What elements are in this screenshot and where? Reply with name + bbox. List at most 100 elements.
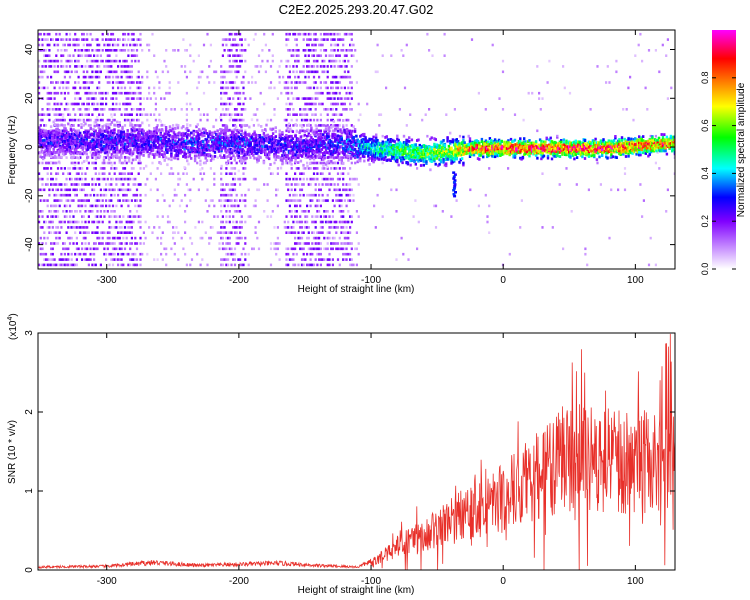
heatmap-noise-cell xyxy=(134,204,137,208)
heatmap-noise-cell xyxy=(239,91,242,95)
heatmap-noise-cell xyxy=(113,59,116,63)
heatmap-noise-cell xyxy=(290,81,293,84)
heatmap-noise-cell xyxy=(221,183,224,186)
heatmap-noise-cell xyxy=(46,177,49,181)
heatmap-ridge-cell xyxy=(229,135,232,139)
heatmap-noise-cell xyxy=(63,183,66,186)
heatmap-ridge-cell xyxy=(145,164,148,168)
heatmap-ridge-cell xyxy=(108,150,111,154)
heatmap-noise-cell xyxy=(232,38,235,41)
heatmap-noise-cell xyxy=(46,108,49,111)
heatmap-noise-cell xyxy=(309,97,312,100)
heatmap-noise-cell xyxy=(606,65,609,68)
heatmap-noise-cell xyxy=(55,59,58,63)
heatmap-ridge-cell xyxy=(110,144,114,148)
heatmap-ridge-cell xyxy=(216,129,219,133)
heatmap-noise-cell xyxy=(44,59,48,63)
heatmap-noise-cell xyxy=(209,199,212,202)
heatmap-ridge-cell xyxy=(64,142,67,146)
heatmap-noise-cell xyxy=(91,81,94,84)
heatmap-noise-cell xyxy=(306,43,309,47)
heatmap-noise-cell xyxy=(314,242,317,245)
heatmap-noise-cell xyxy=(319,91,322,95)
heatmap-ridge-cell xyxy=(186,135,189,138)
heatmap-ridge-cell xyxy=(76,152,79,156)
heatmap-noise-cell xyxy=(326,124,329,127)
heatmap-noise-cell xyxy=(318,102,321,106)
heatmap-ridge-cell xyxy=(51,136,54,140)
heatmap-noise-cell xyxy=(129,210,132,213)
heatmap-noise-cell xyxy=(139,226,142,229)
heatmap-noise-cell xyxy=(285,252,288,256)
heatmap-noise-cell xyxy=(306,161,309,165)
heatmap-ridge-cell xyxy=(241,148,244,151)
heatmap-noise-cell xyxy=(81,258,84,261)
heatmap-ridge-cell xyxy=(39,155,42,159)
heatmap-noise-cell xyxy=(44,252,48,256)
heatmap-noise-cell xyxy=(74,43,77,47)
heatmap-noise-cell xyxy=(445,113,448,116)
heatmap-noise-cell xyxy=(302,65,305,68)
heatmap-noise-cell xyxy=(343,59,346,63)
heatmap-noise-cell xyxy=(103,231,106,234)
heatmap-noise-cell xyxy=(142,108,145,111)
heatmap-ridge-cell xyxy=(47,141,50,145)
heatmap-ridge-cell xyxy=(116,156,119,159)
heatmap-ridge-cell xyxy=(191,142,194,146)
heatmap-noise-cell xyxy=(225,91,228,95)
heatmap-ridge-cell xyxy=(116,133,119,137)
heatmap-ridge-cell xyxy=(180,137,184,140)
heatmap-noise-cell xyxy=(113,172,116,175)
heatmap-ridge-cell xyxy=(134,133,137,137)
heatmap-noise-cell xyxy=(220,183,223,186)
heatmap-noise-cell xyxy=(340,172,343,175)
heatmap-ridge-cell xyxy=(100,138,103,142)
heatmap-noise-cell xyxy=(225,263,228,267)
heatmap-noise-cell xyxy=(261,59,264,63)
heatmap-ridge-cell xyxy=(49,125,53,129)
heatmap-noise-cell xyxy=(103,172,106,175)
heatmap-noise-cell xyxy=(46,113,49,116)
heatmap-noise-cell xyxy=(91,49,94,52)
heatmap-noise-cell xyxy=(139,113,142,116)
heatmap-ridge-cell xyxy=(117,131,120,134)
heatmap-noise-cell xyxy=(98,242,101,245)
heatmap-ridge-cell xyxy=(146,130,149,134)
heatmap-ridge-cell xyxy=(223,132,226,136)
heatmap-ridge-cell xyxy=(207,144,210,147)
heatmap-ridge-cell xyxy=(125,138,128,142)
heatmap-noise-cell xyxy=(201,220,204,224)
heatmap-noise-cell xyxy=(130,32,133,36)
heatmap-noise-cell xyxy=(130,172,133,175)
heatmap-noise-cell xyxy=(306,118,309,122)
heatmap-noise-cell xyxy=(65,102,68,106)
heatmap-ridge-cell xyxy=(225,144,229,148)
heatmap-ridge-cell xyxy=(141,128,144,132)
heatmap-noise-cell xyxy=(55,54,58,57)
heatmap-ridge-cell xyxy=(240,158,243,162)
heatmap-noise-cell xyxy=(302,70,305,74)
heatmap-noise-cell xyxy=(117,236,120,240)
heatmap-noise-cell xyxy=(336,183,340,186)
heatmap-noise-cell xyxy=(280,91,283,95)
heatmap-ridge-cell xyxy=(159,162,162,166)
heatmap-noise-cell xyxy=(331,49,334,52)
heatmap-noise-cell xyxy=(304,210,307,213)
heatmap-noise-cell xyxy=(307,183,310,186)
heatmap-ridge-cell xyxy=(129,150,132,154)
heatmap-ridge-cell xyxy=(49,151,53,155)
heatmap-noise-cell xyxy=(615,59,618,63)
heatmap-ridge-cell xyxy=(183,147,186,151)
heatmap-noise-cell xyxy=(38,75,41,79)
heatmap-noise-cell xyxy=(153,226,156,229)
heatmap-noise-cell xyxy=(294,59,297,63)
heatmap-noise-cell xyxy=(319,43,322,47)
heatmap-noise-cell xyxy=(254,65,257,68)
heatmap-noise-cell xyxy=(232,215,235,218)
heatmap-noise-cell xyxy=(221,70,224,74)
heatmap-noise-cell xyxy=(70,210,73,213)
heatmap-noise-cell xyxy=(278,65,281,68)
heatmap-noise-cell xyxy=(349,43,352,47)
heatmap-ridge-cell xyxy=(112,129,115,132)
heatmap-ridge-cell xyxy=(224,149,227,153)
